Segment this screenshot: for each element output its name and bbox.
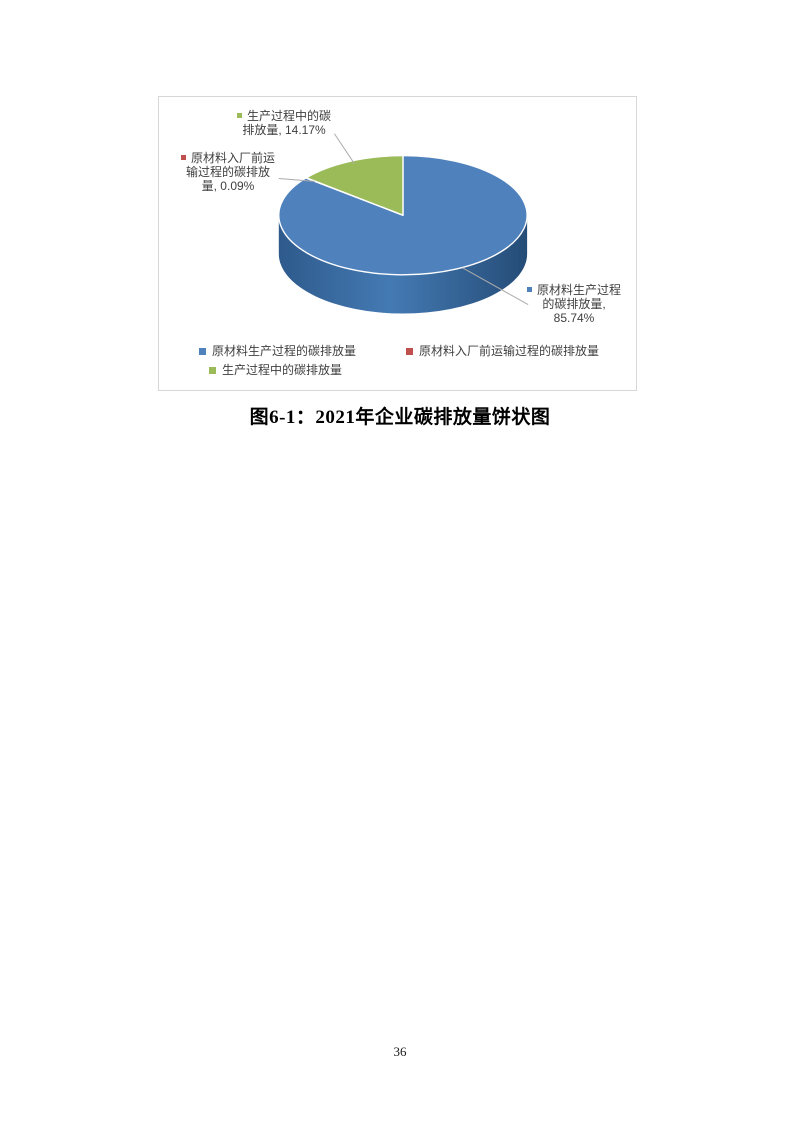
data-label-transport-before-entry: 原材料入厂前运 输过程的碳排放 量, 0.09% [169, 151, 287, 193]
data-label-line: 排放量, 14.17% [242, 123, 326, 137]
leader-line-blue-slice [462, 267, 529, 306]
data-label-line: 量, 0.09% [201, 179, 255, 193]
pie-side-wall [278, 215, 528, 314]
legend-label: 原材料入厂前运输过程的碳排放量 [419, 344, 600, 358]
data-label-raw-material-production: 原材料生产过程 的碳排放量, 85.74% [511, 283, 637, 325]
data-label-line: 85.74% [553, 311, 595, 325]
leader-line-red-slice [278, 177, 315, 182]
red-square-marker-icon [180, 155, 186, 160]
blue-legend-square-icon [199, 348, 206, 355]
pie-slice-2 [305, 154, 404, 216]
data-label-production-process: 生产过程中的碳 排放量, 14.17% [222, 109, 346, 137]
pie-3d [278, 154, 528, 314]
green-square-marker-icon [236, 113, 242, 118]
legend-item-transport-before-entry: 原材料入厂前运输过程的碳排放量 [406, 344, 599, 358]
data-label-line: 原材料入厂前运 [190, 151, 275, 165]
pie-chart-figure: 生产过程中的碳 排放量, 14.17% 原材料入厂前运 输过程的碳排放 量, 0… [158, 96, 637, 391]
figure-caption: 图6-1：2021年企业碳排放量饼状图 [249, 407, 551, 428]
legend-item-raw-material-production: 原材料生产过程的碳排放量 [199, 344, 356, 358]
pie-chart-canvas [278, 133, 529, 314]
green-legend-square-icon [209, 367, 216, 374]
red-legend-square-icon [406, 348, 413, 355]
legend-item-production-process: 生产过程中的碳排放量 [209, 363, 342, 377]
data-label-line: 生产过程中的碳 [246, 109, 331, 123]
page-number: 36 [393, 1044, 407, 1059]
legend-label: 生产过程中的碳排放量 [222, 363, 343, 377]
leader-line-green-slice [334, 133, 355, 164]
data-label-line: 的碳排放量, [542, 297, 606, 311]
pie-slice-0 [278, 154, 528, 276]
blue-square-marker-icon [526, 287, 532, 292]
data-label-line: 输过程的碳排放 [185, 165, 270, 179]
data-label-line: 原材料生产过程 [536, 283, 621, 297]
legend-label: 原材料生产过程的碳排放量 [212, 344, 357, 358]
